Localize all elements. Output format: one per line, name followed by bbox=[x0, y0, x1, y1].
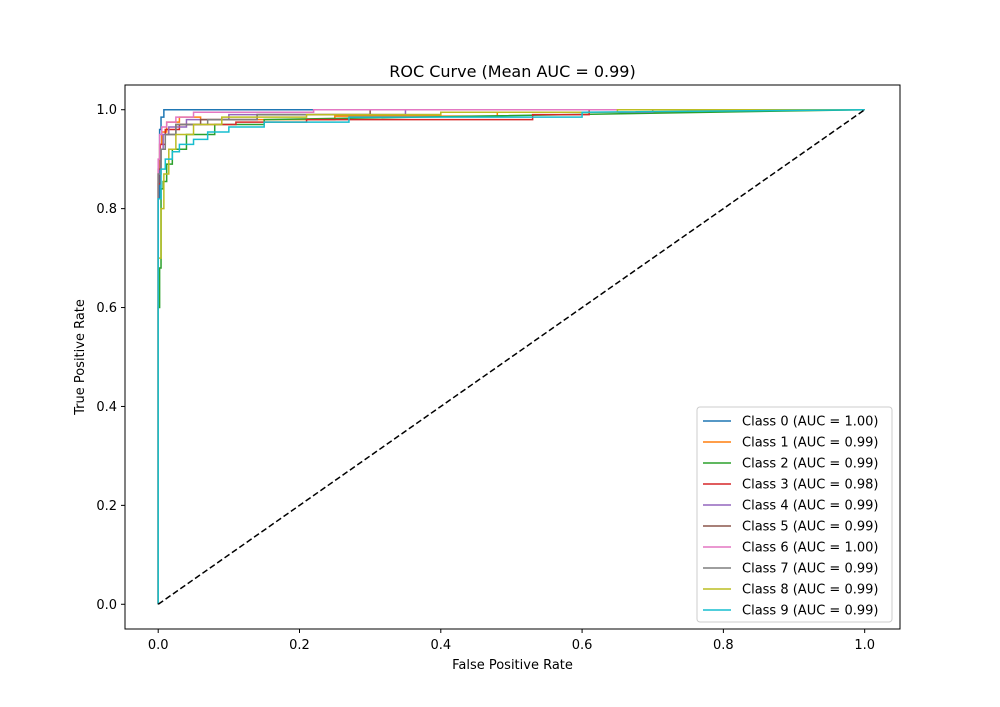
legend-label-class-6: Class 6 (AUC = 1.00) bbox=[742, 541, 878, 556]
x-tick-label: 1.0 bbox=[854, 638, 875, 653]
y-tick-label: 0.4 bbox=[96, 400, 117, 415]
legend-box bbox=[696, 406, 893, 623]
plot-frame bbox=[124, 84, 901, 630]
y-axis-label: True Positive Rate bbox=[73, 299, 88, 416]
y-tick-label: 0.0 bbox=[96, 598, 117, 613]
x-axis-ticks: 0.0 0.2 0.4 0.6 0.8 1.0 bbox=[148, 629, 875, 653]
y-tick-label: 0.8 bbox=[96, 202, 117, 217]
legend-label-class-7: Class 7 (AUC = 0.99) bbox=[742, 562, 878, 577]
legend-label-class-1: Class 1 (AUC = 0.99) bbox=[742, 436, 878, 451]
legend-label-class-0: Class 0 (AUC = 1.00) bbox=[742, 415, 878, 430]
y-tick-label: 0.6 bbox=[96, 301, 117, 316]
x-tick-label: 0.0 bbox=[148, 638, 169, 653]
legend-label-class-3: Class 3 (AUC = 0.98) bbox=[742, 478, 878, 493]
x-tick-label: 0.2 bbox=[289, 638, 310, 653]
chart-title: ROC Curve (Mean AUC = 0.99) bbox=[389, 62, 635, 81]
legend-label-class-2: Class 2 (AUC = 0.99) bbox=[742, 457, 878, 472]
x-tick-label: 0.4 bbox=[430, 638, 451, 653]
legend-label-class-4: Class 4 (AUC = 0.99) bbox=[742, 499, 878, 514]
legend-entries: Class 0 (AUC = 1.00) Class 1 (AUC = 0.99)… bbox=[703, 415, 878, 619]
x-axis-label: False Positive Rate bbox=[452, 658, 573, 673]
legend-label-class-9: Class 9 (AUC = 0.99) bbox=[742, 604, 878, 619]
roc-curve-class-2 bbox=[157, 108, 865, 605]
y-tick-label: 1.0 bbox=[96, 103, 117, 118]
x-tick-label: 0.8 bbox=[713, 638, 734, 653]
roc-curve-class-8 bbox=[157, 108, 865, 605]
roc-curve-class-6 bbox=[157, 108, 865, 605]
x-tick-label: 0.6 bbox=[572, 638, 593, 653]
y-axis-ticks: 0.0 0.2 0.4 0.6 0.8 1.0 bbox=[96, 103, 125, 613]
roc-curves bbox=[157, 108, 865, 605]
legend-label-class-5: Class 5 (AUC = 0.99) bbox=[742, 520, 878, 535]
roc-curve-class-9 bbox=[157, 108, 865, 605]
y-tick-label: 0.2 bbox=[96, 499, 117, 514]
legend: Class 0 (AUC = 1.00) Class 1 (AUC = 0.99)… bbox=[696, 406, 893, 623]
legend-label-class-8: Class 8 (AUC = 0.99) bbox=[742, 583, 878, 598]
